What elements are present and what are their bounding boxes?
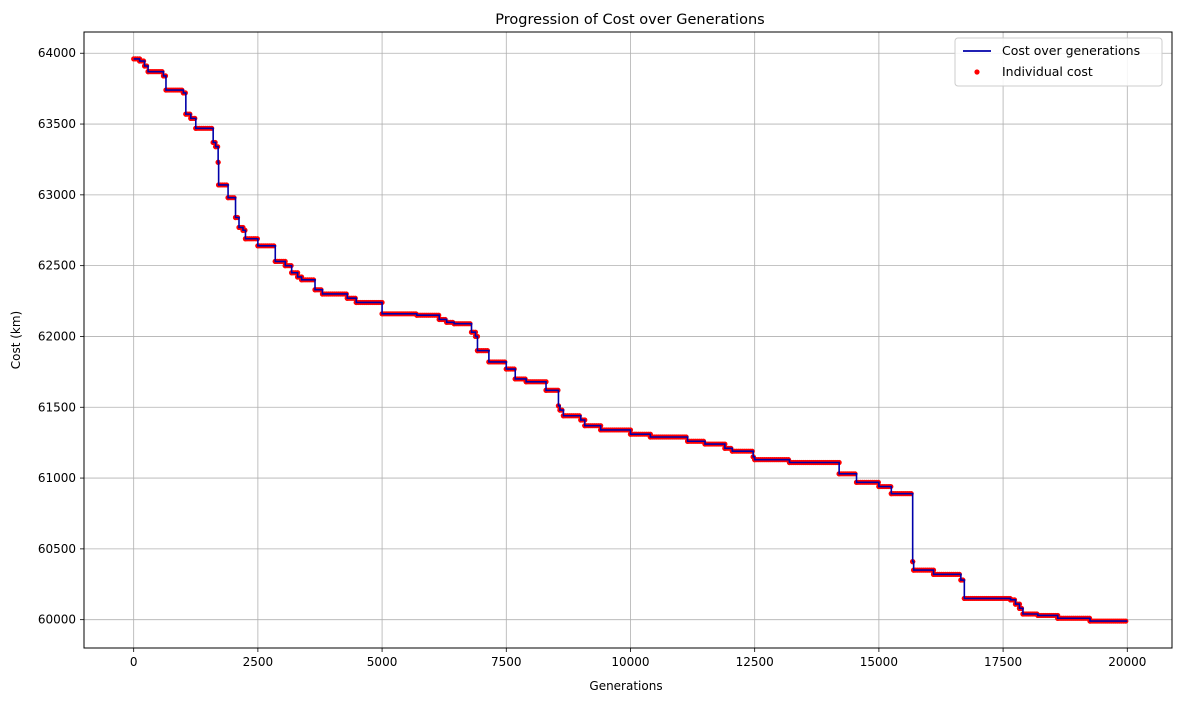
x-tick-label: 2500 [243,655,274,669]
y-tick-label: 64000 [38,46,76,60]
plot-frame [83,31,1173,649]
legend-label-line: Cost over generations [1002,43,1140,58]
x-tick-label: 5000 [367,655,398,669]
x-tick-label: 15000 [860,655,898,669]
y-tick-label: 60000 [38,613,76,627]
x-axis-ticks: 0 2500 5000 7500 10000 12500 15000 17500 20000 [130,648,1146,669]
y-tick-label: 63500 [38,117,76,131]
x-tick-label: 0 [130,655,138,669]
y-tick-label: 62500 [38,259,76,273]
cost-line-series [133,58,1128,622]
legend-box [954,37,1163,87]
y-tick-label: 62000 [38,329,76,343]
y-axis-label: Cost (km) [9,311,23,370]
grid-lines [84,32,1172,648]
chart-title: Progression of Cost over Generations [495,12,764,28]
legend-label-scatter: Individual cost [1002,64,1093,79]
x-tick-label: 17500 [984,655,1022,669]
x-tick-label: 12500 [736,655,774,669]
x-tick-label: 10000 [611,655,649,669]
legend-dot-swatch [974,69,980,75]
x-axis-label: Generations [589,679,662,693]
y-axis-ticks: 60000 60500 61000 61500 62000 62500 63000 63500… [38,46,84,627]
x-tick-label: 20000 [1108,655,1146,669]
y-tick-label: 61000 [38,471,76,485]
legend: Cost over generations Individual cost [954,37,1163,87]
x-tick-label: 7500 [491,655,522,669]
y-tick-label: 63000 [38,188,76,202]
y-tick-label: 61500 [38,400,76,414]
plot-series [131,56,1129,624]
y-tick-label: 60500 [38,542,76,556]
